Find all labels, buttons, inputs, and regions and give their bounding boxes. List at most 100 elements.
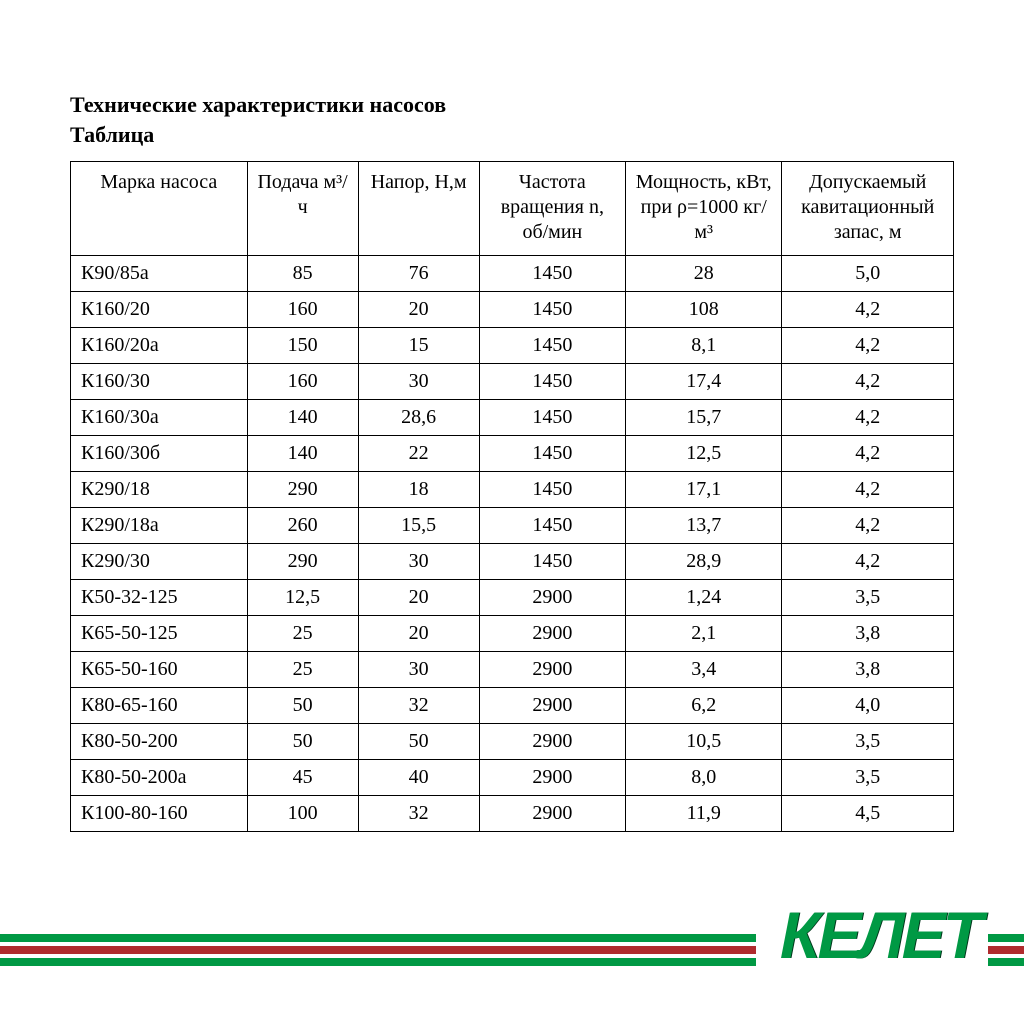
cell-value: 4,0 <box>782 688 954 724</box>
cell-model: К80-50-200 <box>71 724 248 760</box>
cell-value: 1450 <box>479 328 625 364</box>
table-row: К90/85а85761450285,0 <box>71 256 954 292</box>
cell-value: 15,7 <box>626 400 782 436</box>
table-header-cell: Мощность, кВт, при ρ=1000 кг/м³ <box>626 162 782 256</box>
cell-value: 1450 <box>479 256 625 292</box>
cell-value: 28,6 <box>358 400 479 436</box>
cell-value: 4,2 <box>782 472 954 508</box>
cell-value: 50 <box>247 724 358 760</box>
cell-value: 28,9 <box>626 544 782 580</box>
cell-value: 3,5 <box>782 760 954 796</box>
cell-value: 4,2 <box>782 328 954 364</box>
cell-value: 17,1 <box>626 472 782 508</box>
cell-value: 13,7 <box>626 508 782 544</box>
cell-model: К160/30а <box>71 400 248 436</box>
cell-value: 4,2 <box>782 364 954 400</box>
cell-value: 290 <box>247 544 358 580</box>
table-row: К80-50-200а454029008,03,5 <box>71 760 954 796</box>
table-row: К160/20а1501514508,14,2 <box>71 328 954 364</box>
cell-model: К290/30 <box>71 544 248 580</box>
document-page: Технические характеристики насосов Табли… <box>0 0 1024 832</box>
title-line-2: Таблица <box>70 120 954 150</box>
cell-value: 1450 <box>479 400 625 436</box>
cell-value: 1,24 <box>626 580 782 616</box>
cell-value: 4,2 <box>782 436 954 472</box>
cell-value: 15 <box>358 328 479 364</box>
cell-model: К80-50-200а <box>71 760 248 796</box>
cell-model: К290/18 <box>71 472 248 508</box>
table-header-cell: Допускаемый кавитационный запас, м <box>782 162 954 256</box>
table-row: К80-65-160503229006,24,0 <box>71 688 954 724</box>
cell-value: 4,2 <box>782 544 954 580</box>
cell-model: К65-50-125 <box>71 616 248 652</box>
table-body: К90/85а85761450285,0К160/201602014501084… <box>71 256 954 832</box>
cell-value: 4,5 <box>782 796 954 832</box>
cell-value: 160 <box>247 292 358 328</box>
cell-value: 260 <box>247 508 358 544</box>
cell-value: 2900 <box>479 724 625 760</box>
cell-value: 1450 <box>479 436 625 472</box>
cell-value: 2900 <box>479 760 625 796</box>
title-line-1: Технические характеристики насосов <box>70 90 954 120</box>
cell-value: 1450 <box>479 544 625 580</box>
table-row: К160/201602014501084,2 <box>71 292 954 328</box>
cell-value: 2900 <box>479 652 625 688</box>
cell-value: 20 <box>358 580 479 616</box>
cell-value: 5,0 <box>782 256 954 292</box>
table-header: Марка насосаПодача м³/чНапор, Н,мЧастота… <box>71 162 954 256</box>
cell-model: К290/18а <box>71 508 248 544</box>
cell-value: 6,2 <box>626 688 782 724</box>
cell-value: 12,5 <box>247 580 358 616</box>
cell-value: 30 <box>358 364 479 400</box>
cell-value: 12,5 <box>626 436 782 472</box>
cell-value: 3,8 <box>782 616 954 652</box>
cell-value: 76 <box>358 256 479 292</box>
cell-model: К160/20а <box>71 328 248 364</box>
cell-value: 22 <box>358 436 479 472</box>
cell-value: 2900 <box>479 580 625 616</box>
cell-value: 2900 <box>479 796 625 832</box>
table-row: К160/3016030145017,44,2 <box>71 364 954 400</box>
cell-value: 108 <box>626 292 782 328</box>
cell-value: 32 <box>358 688 479 724</box>
cell-value: 28 <box>626 256 782 292</box>
cell-value: 50 <box>358 724 479 760</box>
cell-value: 40 <box>358 760 479 796</box>
cell-value: 1450 <box>479 292 625 328</box>
cell-value: 150 <box>247 328 358 364</box>
cell-model: К160/30 <box>71 364 248 400</box>
table-header-cell: Подача м³/ч <box>247 162 358 256</box>
cell-value: 290 <box>247 472 358 508</box>
pump-spec-table: Марка насосаПодача м³/чНапор, Н,мЧастота… <box>70 161 954 832</box>
cell-value: 3,5 <box>782 580 954 616</box>
table-row: К100-80-16010032290011,94,5 <box>71 796 954 832</box>
cell-value: 20 <box>358 292 479 328</box>
cell-value: 15,5 <box>358 508 479 544</box>
cell-value: 1450 <box>479 472 625 508</box>
cell-value: 85 <box>247 256 358 292</box>
cell-model: К50-32-125 <box>71 580 248 616</box>
table-row: К160/30б14022145012,54,2 <box>71 436 954 472</box>
cell-value: 17,4 <box>626 364 782 400</box>
cell-model: К160/30б <box>71 436 248 472</box>
cell-value: 18 <box>358 472 479 508</box>
cell-value: 140 <box>247 436 358 472</box>
cell-value: 3,4 <box>626 652 782 688</box>
cell-value: 140 <box>247 400 358 436</box>
cell-value: 45 <box>247 760 358 796</box>
cell-value: 20 <box>358 616 479 652</box>
table-row: К290/3029030145028,94,2 <box>71 544 954 580</box>
table-row: К65-50-160253029003,43,8 <box>71 652 954 688</box>
brand-logo-text: КЕЛЕТ <box>756 902 988 968</box>
cell-value: 1450 <box>479 364 625 400</box>
cell-model: К90/85а <box>71 256 248 292</box>
table-row: К290/1829018145017,14,2 <box>71 472 954 508</box>
table-row: К290/18а26015,5145013,74,2 <box>71 508 954 544</box>
cell-model: К65-50-160 <box>71 652 248 688</box>
cell-model: К80-65-160 <box>71 688 248 724</box>
cell-value: 160 <box>247 364 358 400</box>
cell-model: К160/20 <box>71 292 248 328</box>
cell-value: 8,0 <box>626 760 782 796</box>
cell-value: 4,2 <box>782 400 954 436</box>
cell-value: 2,1 <box>626 616 782 652</box>
